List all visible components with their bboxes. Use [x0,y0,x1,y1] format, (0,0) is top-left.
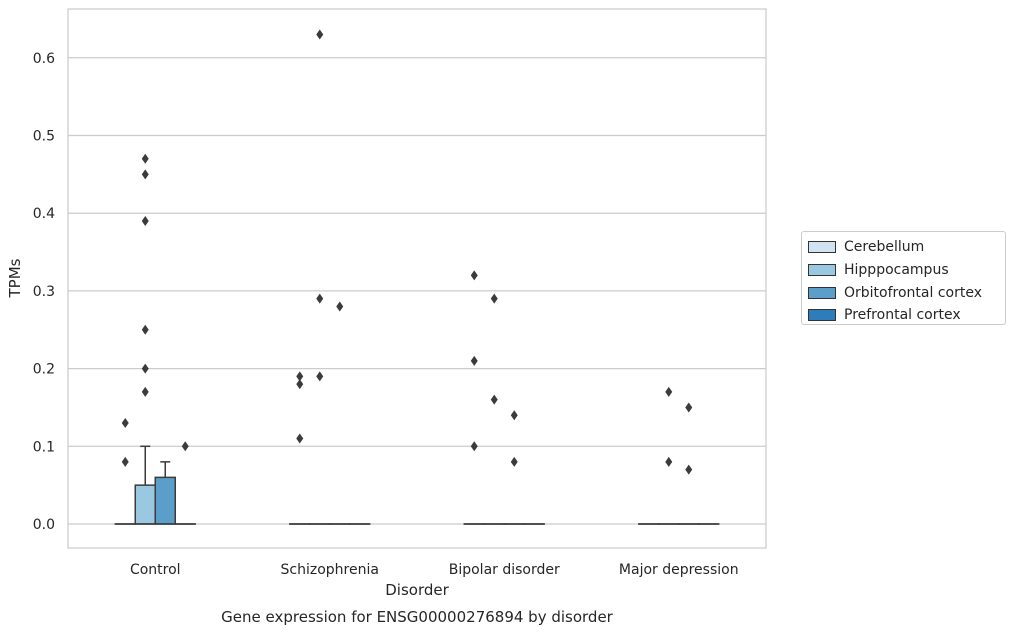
legend-swatch [808,286,836,299]
outlier-point [665,386,673,397]
outlier-point [296,433,304,444]
box [154,476,176,525]
outlier-point [141,169,149,180]
legend: Cerebellum Hipppocampus Orbitofrontal co… [801,231,1006,325]
x-axis-label: Disorder [385,581,449,599]
y-axis-label: TPMs [6,258,24,298]
boxes [114,445,720,525]
gridlines [68,57,766,525]
outlier-point [316,29,324,40]
outlier-point [470,441,478,452]
outlier-point [470,270,478,281]
legend-swatch [808,264,836,277]
chart-caption: Gene expression for ENSG00000276894 by d… [221,608,614,626]
outlier-point [141,215,149,226]
legend-label: Cerebellum [844,239,925,256]
legend-label: Orbitofrontal cortex [844,284,982,301]
y-tick-label: 0.2 [33,362,55,378]
outlier-point [296,379,304,390]
outlier-point [336,301,344,312]
y-axis-ticks: 0.0 0.1 0.2 0.3 0.4 0.5 0.6 [33,51,55,533]
outlier-point [121,456,129,467]
outlier-point [665,456,673,467]
outlier-point [181,441,189,452]
y-tick-label: 0.5 [33,129,55,145]
outlier-point [121,417,129,428]
outlier-point [685,402,693,413]
outlier-point [316,293,324,304]
legend-swatch [808,309,836,322]
outlier-point [685,464,693,475]
legend-label: Prefrontal cortex [844,307,961,324]
x-tick-label: Bipolar disorder [449,562,560,578]
outlier-point [141,153,149,164]
legend-item-orbitofrontal-cortex: Orbitofrontal cortex [808,281,1005,304]
outlier-point [490,394,498,405]
x-axis-ticks: Control Schizophrenia Bipolar disorder Majo… [130,562,739,578]
outlier-point [510,456,518,467]
x-tick-label: Control [130,562,181,578]
legend-item-cerebellum: Cerebellum [808,236,1005,259]
outlier-point [510,410,518,421]
y-tick-label: 0.3 [33,284,55,300]
outlier-point [141,386,149,397]
outlier-point [470,355,478,366]
outlier-point [316,371,324,382]
outliers [121,29,693,475]
x-tick-label: Schizophrenia [281,562,379,578]
outlier-point [141,363,149,374]
legend-label: Hipppocampus [844,262,949,279]
y-tick-label: 0.1 [33,439,55,455]
legend-item-prefrontal-cortex: Prefrontal cortex [808,304,1005,327]
outlier-point [141,324,149,335]
x-tick-label: Major depression [619,562,739,578]
legend-item-hippocampus: Hipppocampus [808,259,1005,282]
plot-area-frame [67,8,767,549]
y-tick-label: 0.4 [33,206,55,222]
outlier-point [296,371,304,382]
legend-swatch [808,241,836,254]
box [134,484,156,525]
y-tick-label: 0.0 [33,517,55,533]
outlier-point [490,293,498,304]
y-tick-label: 0.6 [33,51,55,67]
